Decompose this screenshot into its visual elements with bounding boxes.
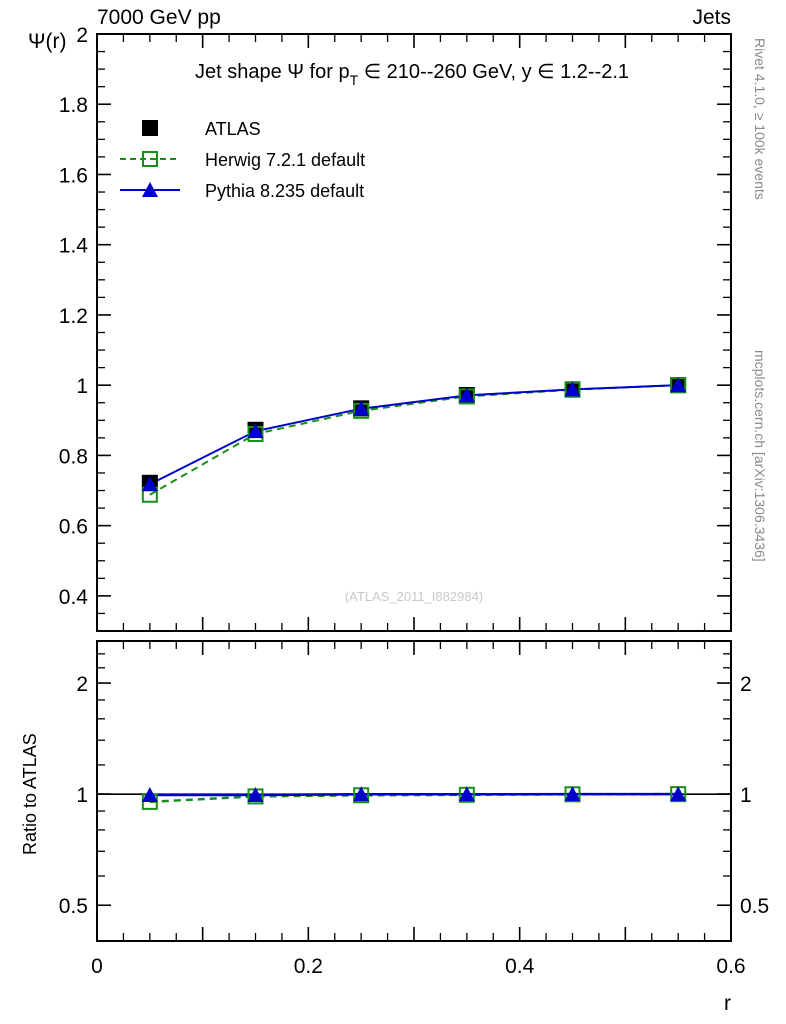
main-y-tick-labels: 0.4 0.6 0.8 1 1.2 1.4 1.6 1.8 2 bbox=[59, 24, 89, 609]
ratio-y-tick-label-right: 0.5 bbox=[740, 895, 769, 918]
ratio-axis-ticks bbox=[96, 640, 732, 942]
ratio-y-tick-label: 0.5 bbox=[59, 895, 88, 918]
data-marker bbox=[353, 400, 370, 416]
main-y-tick-label: 0.8 bbox=[59, 445, 88, 468]
data-marker bbox=[247, 786, 264, 802]
ratio-y-tick-labels: 0.5 0.5 1 1 2 2 bbox=[59, 673, 769, 918]
data-marker bbox=[142, 151, 158, 167]
data-marker bbox=[458, 786, 475, 802]
main-plot-frame bbox=[96, 33, 732, 632]
data-marker bbox=[670, 377, 687, 393]
main-y-tick-label: 1.8 bbox=[59, 94, 88, 117]
main-y-tick-label: 1.6 bbox=[59, 164, 88, 187]
x-tick-label: 0.4 bbox=[505, 955, 535, 978]
ratio-series-line bbox=[149, 792, 679, 797]
ratio-y-tick-label-right: 1 bbox=[740, 784, 752, 807]
legend: ATLAS Herwig 7.2.1 default Pythia 8.235 de… bbox=[120, 119, 365, 201]
main-y-axis-label: Ψ(r) bbox=[28, 30, 67, 53]
ratio-y-tick-label-right: 2 bbox=[740, 673, 752, 696]
x-axis-label: r bbox=[724, 992, 731, 1015]
data-marker bbox=[564, 381, 581, 397]
header-analysis-label: Jets bbox=[692, 6, 731, 29]
series-line bbox=[149, 384, 679, 486]
ratio-data-series bbox=[141, 786, 687, 810]
data-marker bbox=[142, 120, 158, 136]
legend-label: Pythia 8.235 default bbox=[205, 181, 364, 201]
main-data-series bbox=[141, 377, 687, 503]
x-tick-label: 0.2 bbox=[294, 955, 323, 978]
data-marker bbox=[141, 786, 158, 802]
data-marker bbox=[247, 423, 264, 439]
plot-title: Jet shape Ψ for pT ∈ 210--260 GeV, y ∈ 1… bbox=[195, 61, 629, 88]
data-marker bbox=[670, 786, 687, 802]
data-marker bbox=[458, 387, 475, 403]
main-y-tick-label: 0.6 bbox=[59, 516, 88, 539]
ratio-plot-frame bbox=[96, 640, 732, 942]
main-y-tick-label: 1.2 bbox=[59, 305, 88, 328]
svg-text:Jet shape Ψ for pT ∈ 210--260: Jet shape Ψ for pT ∈ 210--260 GeV, y ∈ 1… bbox=[195, 61, 629, 88]
data-marker bbox=[141, 476, 158, 492]
main-axis-ticks bbox=[96, 33, 732, 632]
x-tick-labels: 0 0.2 0.4 0.6 bbox=[91, 955, 745, 978]
analysis-id-watermark: (ATLAS_2011_I882984) bbox=[345, 589, 483, 604]
side-generator-label: Rivet 4.1.0, ≥ 100k events bbox=[752, 38, 768, 200]
ratio-y-tick-label: 1 bbox=[76, 784, 88, 807]
title-subscript: T bbox=[350, 72, 359, 88]
x-tick-label: 0.6 bbox=[716, 955, 745, 978]
legend-label: Herwig 7.2.1 default bbox=[205, 150, 365, 170]
main-y-tick-label: 0.4 bbox=[59, 586, 89, 609]
header-beam-label: 7000 GeV pp bbox=[97, 6, 221, 29]
main-y-tick-label: 2 bbox=[76, 24, 88, 47]
ratio-y-axis-label: Ratio to ATLAS bbox=[20, 733, 40, 855]
ratio-y-tick-label: 2 bbox=[76, 673, 88, 696]
data-marker bbox=[353, 786, 370, 802]
data-marker bbox=[564, 786, 581, 802]
side-source-label: mcplots.cern.ch [arXiv:1306.3436] bbox=[752, 350, 768, 562]
title-rest: ∈ 210--260 GeV, y ∈ 1.2--2.1 bbox=[358, 61, 629, 83]
main-y-tick-label: 1.4 bbox=[59, 235, 89, 258]
data-marker bbox=[142, 182, 158, 197]
legend-label: ATLAS bbox=[205, 119, 261, 139]
main-y-tick-label: 1 bbox=[76, 375, 88, 398]
title-main: Jet shape Ψ for p bbox=[195, 61, 350, 83]
x-tick-label: 0 bbox=[91, 955, 103, 978]
